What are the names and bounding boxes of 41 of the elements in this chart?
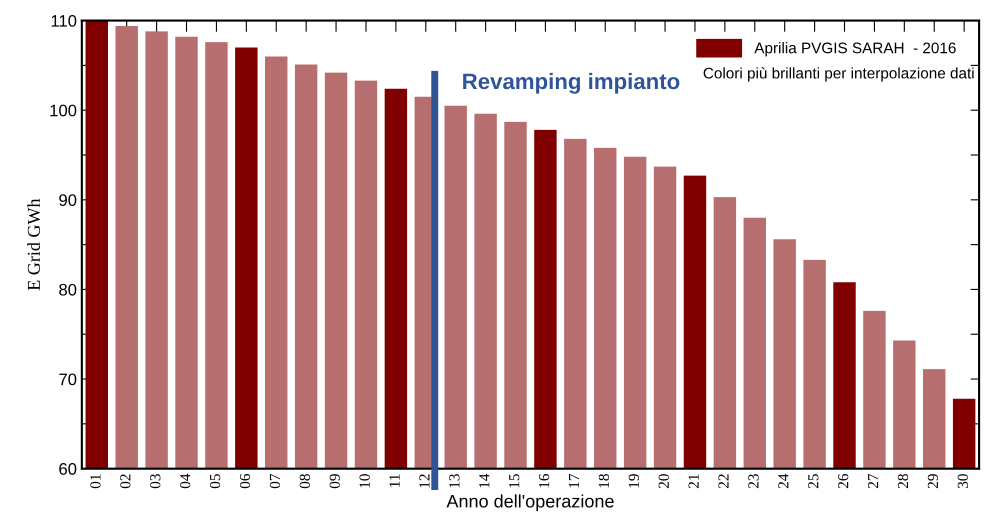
x-tick-label: 22 [718, 474, 729, 488]
legend-label: Aprilia PVGIS SARAH - 2016 [754, 42, 956, 56]
x-tick-label: 28 [898, 474, 908, 488]
x-tick-label: 10 [359, 474, 370, 488]
x-tick-label: 11 [389, 474, 400, 487]
y-tick-label: 100 [50, 104, 76, 116]
y-tick-label: 60 [59, 463, 76, 475]
x-tick-label: 26 [838, 474, 848, 488]
x-tick-label: 27 [868, 474, 878, 488]
x-tick-label: 01 [90, 474, 101, 488]
y-tick-label: 80 [59, 284, 76, 296]
x-tick-label: 29 [928, 474, 938, 488]
x-tick-label: 02 [120, 474, 131, 488]
x-tick-label: 16 [538, 474, 550, 488]
x-tick-label: 17 [568, 474, 580, 488]
annotation: Colori più brillanti per interpolazione dati [704, 67, 974, 82]
x-tick-label: 12 [419, 474, 430, 488]
x-tick-label: 25 [808, 474, 818, 488]
y-axis-title: E Grid GWh [27, 198, 40, 290]
x-tick-label: 19 [628, 474, 639, 488]
x-tick-label: 15 [509, 474, 520, 488]
x-tick-label: 06 [240, 474, 250, 488]
x-tick-label: 03 [150, 474, 160, 488]
x-tick-label: 20 [658, 474, 669, 488]
x-tick-label: 07 [270, 474, 280, 488]
x-tick-label: 24 [778, 474, 788, 488]
x-tick-label: 23 [748, 474, 759, 488]
x-tick-label: 05 [210, 474, 220, 488]
x-tick-label: 13 [449, 474, 460, 488]
x-tick-label: 09 [330, 474, 340, 488]
x-tick-label: 18 [598, 474, 610, 488]
x-tick-label: 04 [180, 474, 190, 488]
x-tick-label: 30 [958, 474, 968, 488]
x-tick-label: 14 [479, 474, 490, 488]
x-tick-label: 21 [688, 474, 699, 488]
y-tick-label: 110 [52, 15, 76, 27]
ref-line-label: Revamping impianto [463, 72, 680, 94]
x-tick-label: 08 [300, 474, 310, 488]
y-tick-label: 70 [59, 373, 76, 386]
x-axis-title: Anno dell'operazione [446, 494, 614, 512]
y-tick-label: 90 [59, 194, 76, 206]
